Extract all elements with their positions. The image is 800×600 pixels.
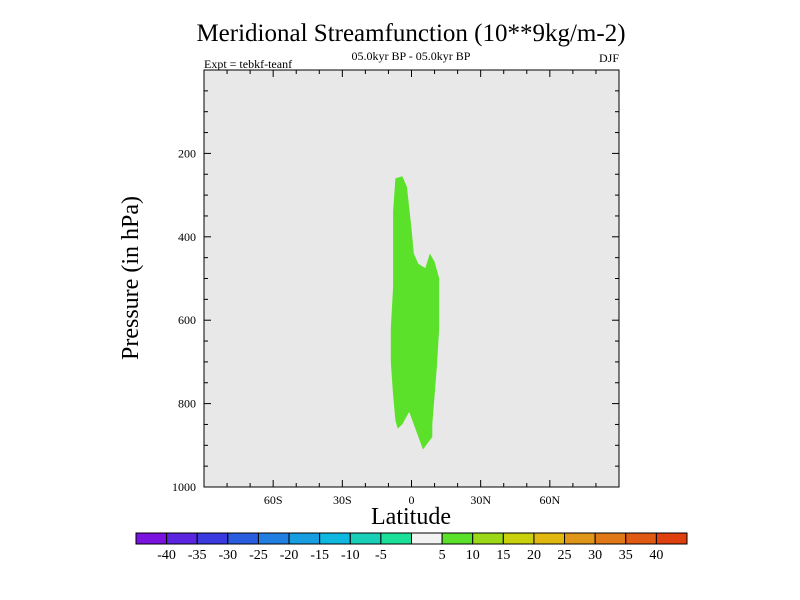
colorbar-label: 10	[466, 548, 480, 563]
colorbar-swatch	[227, 532, 259, 545]
season-annotation: DJF	[599, 51, 619, 65]
x-axis-label: Latitude	[371, 504, 451, 530]
colorbar-swatch	[441, 532, 474, 545]
colorbar-label: 15	[496, 548, 510, 563]
colorbar-label: 20	[527, 548, 541, 563]
chart-subtitle: 05.0kyr BP - 05.0kyr BP	[352, 49, 471, 63]
colorbar-label: -15	[310, 548, 329, 563]
colorbar-swatch	[166, 532, 198, 545]
colorbar-label: -10	[341, 548, 360, 563]
colorbar-swatch	[564, 532, 596, 545]
x-tick-label: 60S	[264, 493, 283, 507]
y-axis-label: Pressure (in hPa)	[118, 196, 144, 360]
colorbar: -40 -35 -30 -25 -20 -15 -10 -5 5 10 15 20 25 30 35 40	[135, 532, 688, 563]
contour-region-5-to-10	[390, 176, 440, 450]
x-axis: 60S 30S 0 30N 60N	[203, 70, 620, 507]
chart-title: Meridional Streamfunction (10**9kg/m-2)	[196, 20, 625, 47]
y-tick-label: 200	[178, 146, 196, 160]
x-tick-label: 0	[409, 493, 415, 507]
colorbar-label: -40	[157, 548, 176, 563]
x-tick-label: 30N	[470, 493, 491, 507]
colorbar-swatch	[472, 532, 504, 545]
colorbar-label: -20	[280, 548, 299, 563]
x-tick-label: 30S	[333, 493, 352, 507]
colorbar-swatch	[380, 532, 412, 545]
colorbar-label: -25	[249, 548, 268, 563]
colorbar-swatch	[502, 532, 535, 545]
colorbar-swatch	[349, 532, 382, 545]
colorbar-label: -30	[218, 548, 237, 563]
x-tick-label: 60N	[539, 493, 560, 507]
colorbar-swatch	[655, 532, 688, 545]
colorbar-swatch	[135, 532, 168, 545]
experiment-annotation: Expt = tebkf-teanf	[204, 57, 292, 71]
colorbar-label: 5	[439, 548, 446, 563]
y-tick-label: 800	[178, 397, 196, 411]
colorbar-swatch	[411, 532, 443, 545]
colorbar-label: -35	[188, 548, 207, 563]
colorbar-swatch	[319, 532, 351, 545]
colorbar-label: -5	[375, 548, 387, 563]
y-axis: 200 400 600 800 1000	[172, 69, 619, 494]
y-tick-label: 400	[178, 230, 196, 244]
colorbar-swatch	[625, 532, 657, 545]
y-tick-label: 600	[178, 313, 196, 327]
y-tick-label: 1000	[172, 480, 196, 494]
colorbar-label: 40	[649, 548, 663, 563]
colorbar-label: 35	[619, 548, 633, 563]
colorbar-swatch	[288, 532, 321, 545]
colorbar-label: 25	[558, 548, 572, 563]
colorbar-label: 30	[588, 548, 602, 563]
colorbar-swatch	[594, 532, 627, 545]
contour-layer	[390, 176, 440, 450]
colorbar-swatch	[196, 532, 229, 545]
colorbar-swatch	[257, 532, 290, 545]
colorbar-swatch	[533, 532, 566, 545]
